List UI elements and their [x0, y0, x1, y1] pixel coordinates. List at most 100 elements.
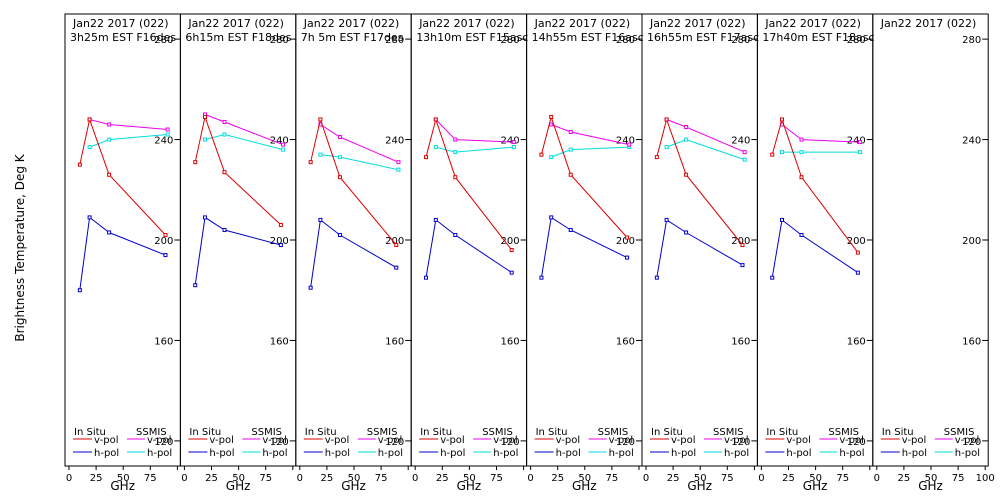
y-tick-label: 160: [154, 336, 173, 347]
y-tick-label: 280: [731, 35, 750, 46]
panel-4: Jan22 2017 (022)13h10m EST F15asc 120 160 2…: [410, 13, 528, 493]
y-tick-label: 280: [154, 35, 173, 46]
y-tick-label: 160: [847, 336, 866, 347]
series-ssmis-h-pol-point: [799, 150, 804, 155]
panel-5: Jan22 2017 (022)14h55m EST F16asc 120 160 2…: [526, 13, 644, 493]
panels-layer: Jan22 2017 (022)3h25m EST F16des12016020…: [64, 13, 995, 493]
x-tick-label: 25: [436, 473, 449, 484]
y-tick-label: 160: [962, 336, 981, 347]
legend-insitu-h-label: h-pol: [440, 448, 465, 459]
series-insitu-h-pol-point: [664, 217, 669, 222]
series-insitu-v-pol-point: [684, 172, 689, 177]
series-insitu-v-pol-point: [308, 160, 313, 165]
series-ssmis-v-pol-point: [742, 150, 747, 155]
series-insitu-v-pol-point: [779, 117, 784, 122]
y-tick-label: 120: [385, 437, 404, 448]
x-axis-title: GHz: [226, 479, 251, 493]
series-ssmis-h-pol-point: [318, 152, 323, 157]
legend-ssmis-v-label: v-pol: [378, 435, 403, 446]
panel-8: Jan22 2017 (022) 120 160 200 240 280 0 25 50 75 10…: [872, 13, 995, 493]
legend-insitu-h-label: h-pol: [786, 448, 811, 459]
y-tick-label: 280: [616, 35, 635, 46]
y-tick-label: 120: [616, 437, 635, 448]
series-ssmis-h-pol-point: [165, 132, 170, 137]
series-ssmis-h-pol-point: [396, 167, 401, 172]
legend-insitu-v-label: v-pol: [440, 435, 465, 446]
legend-ssmis-v-label: v-pol: [493, 435, 518, 446]
series-insitu-v-pol-point: [193, 160, 198, 165]
x-tick-label: 75: [606, 473, 619, 484]
legend-insitu-h-label: h-pol: [209, 448, 234, 459]
series-insitu-v-pol-line: [656, 117, 743, 246]
x-tick-label: 50: [809, 473, 822, 484]
series-insitu-h-pol-point: [87, 215, 92, 220]
legend-insitu-title: In Situ: [536, 427, 568, 438]
series-ssmis-v-pol-point: [165, 127, 170, 132]
y-tick-label: 200: [270, 236, 289, 247]
y-tick-label: 160: [270, 336, 289, 347]
series-insitu-h-pol-line: [425, 218, 512, 278]
series-insitu-h-pol-point: [222, 227, 227, 232]
legend-ssmis-h-label: h-pol: [147, 448, 172, 459]
y-tick-label: 240: [731, 136, 750, 147]
legend-ssmis-v-label: v-pol: [955, 435, 980, 446]
panel-time: 17h40m EST F18asc: [762, 31, 874, 44]
y-tick-label: 200: [501, 236, 520, 247]
series-ssmis-v-pol-point: [799, 137, 804, 142]
series-insitu-v-pol-point: [318, 117, 323, 122]
series-insitu-h-pol-point: [740, 263, 745, 268]
series-insitu-v-pol-point: [222, 170, 227, 175]
series-insitu-v-pol-point: [77, 162, 82, 167]
x-tick-label: 50: [694, 473, 707, 484]
panel-1: Jan22 2017 (022)3h25m EST F16des 120 160 20…: [64, 13, 181, 493]
legend-insitu-h-label: h-pol: [556, 448, 581, 459]
series-ssmis-h-pol-point: [107, 137, 112, 142]
legend-insitu-v-label: v-pol: [786, 435, 811, 446]
y-tick-label: 200: [962, 236, 981, 247]
series-insitu-h-pol-line: [79, 216, 166, 291]
legend-ssmis-title: SSMIS: [598, 427, 629, 438]
y-axis-title: Brightness Temperature, Deg K: [13, 153, 27, 341]
legend-ssmis-title: SSMIS: [944, 427, 975, 438]
panel-time: 13h10m EST F15asc: [416, 31, 528, 44]
x-tick-label: 75: [259, 473, 272, 484]
legend-insitu-v-label: v-pol: [556, 435, 581, 446]
panel-date: Jan22 2017 (022): [649, 17, 746, 30]
legend-ssmis-h-label: h-pol: [378, 448, 403, 459]
series-insitu-h-pol-point: [337, 232, 342, 237]
series-ssmis-v-pol-point: [453, 137, 458, 142]
series-insitu-v-pol-point: [107, 172, 112, 177]
y-tick-label: 240: [385, 136, 404, 147]
x-axis-title: GHz: [457, 479, 482, 493]
panel-6: Jan22 2017 (022)16h55m EST F17asc 120 160 2…: [641, 13, 759, 493]
series-ssmis-h-pol-point: [222, 132, 227, 137]
series-insitu-v-pol-point: [278, 222, 283, 227]
panel-date: Jan22 2017 (022): [880, 17, 977, 30]
x-tick-label: 25: [667, 473, 680, 484]
legend-insitu-v-label: v-pol: [209, 435, 234, 446]
legend-ssmis-v-label: v-pol: [724, 435, 749, 446]
series-insitu-h-pol-point: [539, 275, 544, 280]
series-ssmis-h-pol-point: [202, 137, 207, 142]
series-ssmis-h-pol-point: [87, 145, 92, 150]
series-insitu-v-pol-line: [310, 117, 397, 246]
series-ssmis-v-pol-point: [549, 122, 554, 127]
series-insitu-v-pol-point: [424, 155, 429, 160]
legend-ssmis-title: SSMIS: [136, 427, 167, 438]
x-tick-label: 0: [874, 473, 880, 484]
series-ssmis-h-pol-point: [664, 145, 669, 150]
series-insitu-v-pol-line: [79, 117, 166, 236]
y-tick-label: 120: [154, 437, 173, 448]
series-insitu-v-pol-line: [194, 115, 282, 226]
x-tick-label: 75: [721, 473, 734, 484]
x-axis-title: GHz: [918, 479, 943, 493]
y-tick-label: 200: [847, 236, 866, 247]
series-insitu-h-pol-line: [310, 218, 397, 288]
y-tick-label: 200: [154, 236, 173, 247]
series-ssmis-v-pol-point: [222, 119, 227, 124]
y-tick-label: 200: [731, 236, 750, 247]
y-tick-label: 240: [154, 136, 173, 147]
panel-7: Jan22 2017 (022)17h40m EST F18asc 120 160 2…: [756, 13, 875, 493]
series-insitu-v-pol-point: [625, 235, 630, 240]
legend-ssmis-title: SSMIS: [713, 427, 744, 438]
